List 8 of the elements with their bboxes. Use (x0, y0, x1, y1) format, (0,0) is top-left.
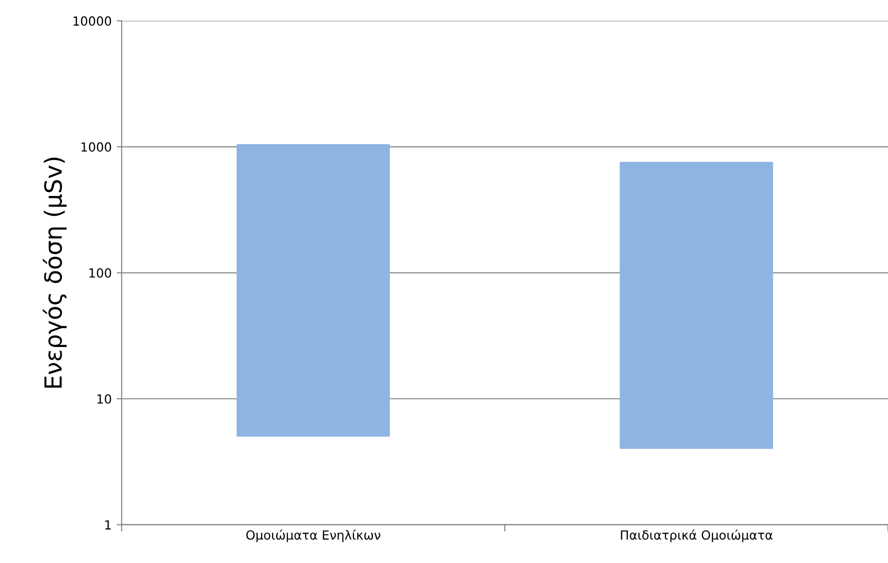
y-tick-label: 1000 (81, 142, 112, 152)
x-tick-label: Ομοιώματα Ενηλίκων (246, 530, 380, 542)
y-tick-label: 1 (105, 520, 111, 530)
y-tick-label: 100 (89, 268, 112, 278)
y-axis-title: Ενεργός δόση (μSv) (42, 158, 67, 388)
y-tick-label: 10 (97, 394, 112, 404)
x-tick-label: Παιδιατρικά Ομοιώματα (620, 530, 772, 542)
y-tick-label: 10000 (74, 16, 112, 26)
